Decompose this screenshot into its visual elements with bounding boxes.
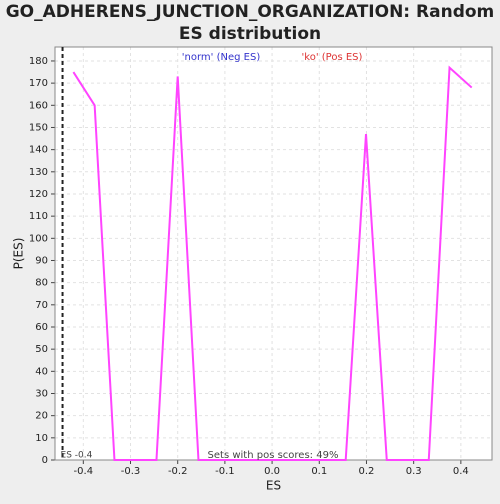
y-tick-label: 150 — [29, 122, 48, 133]
legend-neg: 'norm' (Neg ES) — [182, 52, 261, 63]
y-tick-label: 40 — [35, 366, 48, 377]
annotation: Sets with pos scores: 49% — [208, 450, 339, 461]
plot-area — [55, 47, 492, 460]
x-tick-label: -0.4 — [74, 466, 94, 477]
x-tick-label: 0.2 — [359, 466, 375, 477]
y-tick-label: 10 — [35, 433, 48, 444]
y-tick-label: 0 — [42, 455, 48, 466]
y-tick-label: 30 — [35, 388, 48, 399]
y-tick-label: 140 — [29, 145, 48, 156]
observed-es-label: ES -0.4 — [61, 451, 93, 461]
x-tick-label: -0.1 — [215, 466, 235, 477]
y-tick-label: 20 — [35, 411, 48, 422]
x-tick-label: 0.0 — [264, 466, 280, 477]
y-tick-label: 50 — [35, 344, 48, 355]
x-tick-label: 0.3 — [406, 466, 422, 477]
y-tick-label: 90 — [35, 255, 48, 266]
x-axis-label: ES — [266, 479, 281, 493]
x-tick-label: 0.1 — [311, 466, 327, 477]
y-axis-label: P(ES) — [12, 238, 26, 270]
x-tick-label: 0.4 — [453, 466, 469, 477]
x-tick-label: -0.3 — [121, 466, 141, 477]
chart-title: GO_ADHERENS_JUNCTION_ORGANIZATION: Rando… — [6, 2, 495, 44]
y-tick-label: 170 — [29, 78, 48, 89]
y-tick-label: 160 — [29, 100, 48, 111]
y-tick-label: 110 — [29, 211, 48, 222]
x-tick-label: -0.2 — [168, 466, 188, 477]
y-tick-label: 60 — [35, 322, 48, 333]
y-tick-label: 180 — [29, 56, 48, 67]
series-line — [72, 65, 473, 461]
legend-pos: 'ko' (Pos ES) — [302, 52, 363, 63]
y-tick-label: 120 — [29, 189, 48, 200]
y-tick-label: 100 — [29, 233, 48, 244]
y-tick-label: 70 — [35, 300, 48, 311]
y-tick-label: 130 — [29, 167, 48, 178]
y-tick-label: 80 — [35, 278, 48, 289]
